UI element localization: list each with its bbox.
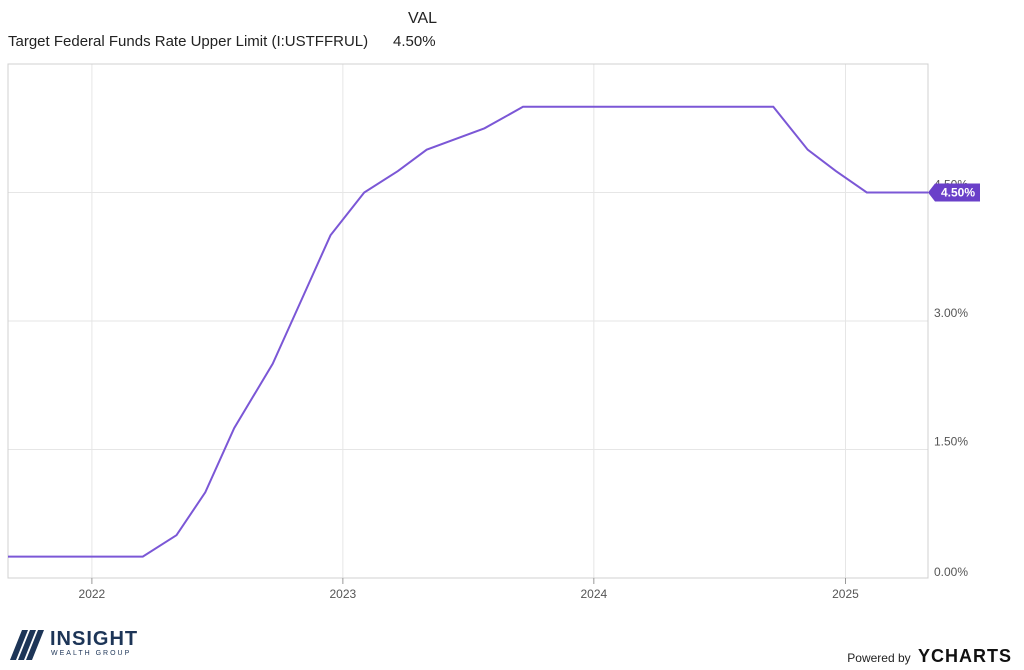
- logo-subtext: WEALTH GROUP: [51, 650, 132, 657]
- powered-by: Powered by YCHARTS: [847, 646, 1012, 667]
- logo-mark-icon: [10, 630, 44, 660]
- logo-text: INSIGHT: [50, 628, 139, 650]
- end-value-badge: 4.50%: [928, 183, 980, 202]
- y-tick-label: 3.00%: [934, 306, 968, 320]
- y-axis-ticks: 0.00%1.50%3.00%4.50%: [934, 178, 968, 580]
- grid-lines: [8, 64, 928, 578]
- x-tick-label: 2024: [580, 587, 607, 601]
- y-tick-label: 0.00%: [934, 565, 968, 579]
- x-tick-label: 2022: [79, 587, 106, 601]
- powered-by-label: Powered by: [847, 651, 911, 665]
- legend-column-header: VAL: [408, 10, 438, 27]
- chart-legend: VAL Target Federal Funds Rate Upper Limi…: [8, 10, 448, 54]
- legend-series-value: 4.50%: [393, 33, 436, 50]
- end-badge-shape: [928, 183, 980, 202]
- insight-logo: INSIGHT WEALTH GROUP: [10, 628, 170, 664]
- x-tick-label: 2025: [832, 587, 859, 601]
- x-tick-label: 2023: [330, 587, 357, 601]
- plot-frame: [7, 63, 929, 579]
- series-line: [8, 105, 928, 558]
- legend-series-name: Target Federal Funds Rate Upper Limit (I…: [8, 33, 369, 50]
- y-tick-label: 1.50%: [934, 435, 968, 449]
- end-value-label: 4.50%: [941, 186, 975, 200]
- x-axis-ticks: 2022 2023 2024 2025: [79, 578, 859, 601]
- ycharts-logo: YCHARTS: [917, 646, 1012, 666]
